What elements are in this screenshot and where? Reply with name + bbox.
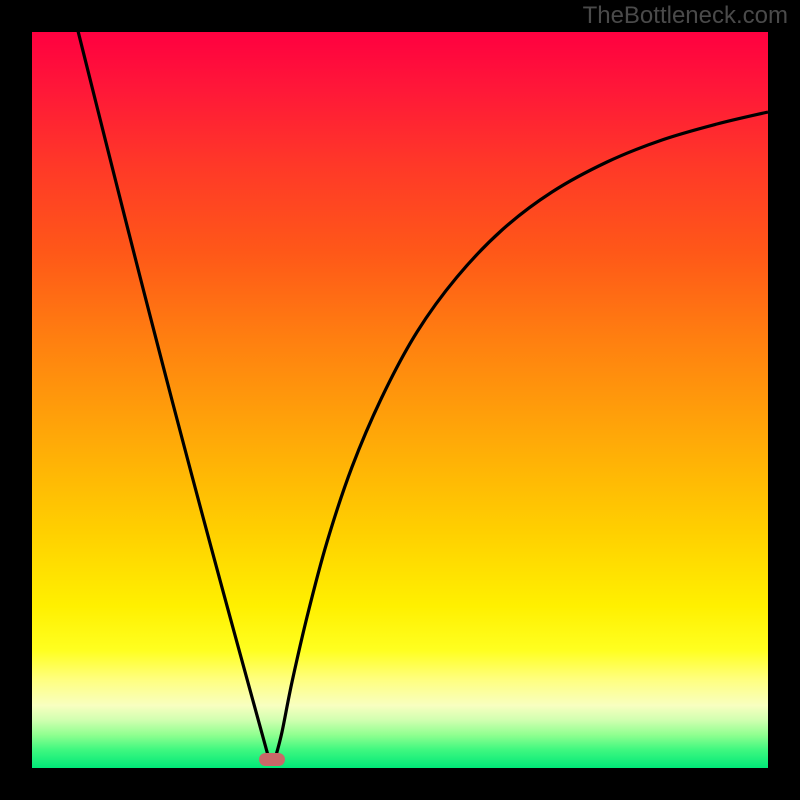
bottleneck-chart: TheBottleneck.com [0,0,800,800]
minimum-marker [259,753,285,766]
bottleneck-curve [32,32,768,768]
watermark-text: TheBottleneck.com [583,2,788,30]
plot-area [32,32,768,768]
